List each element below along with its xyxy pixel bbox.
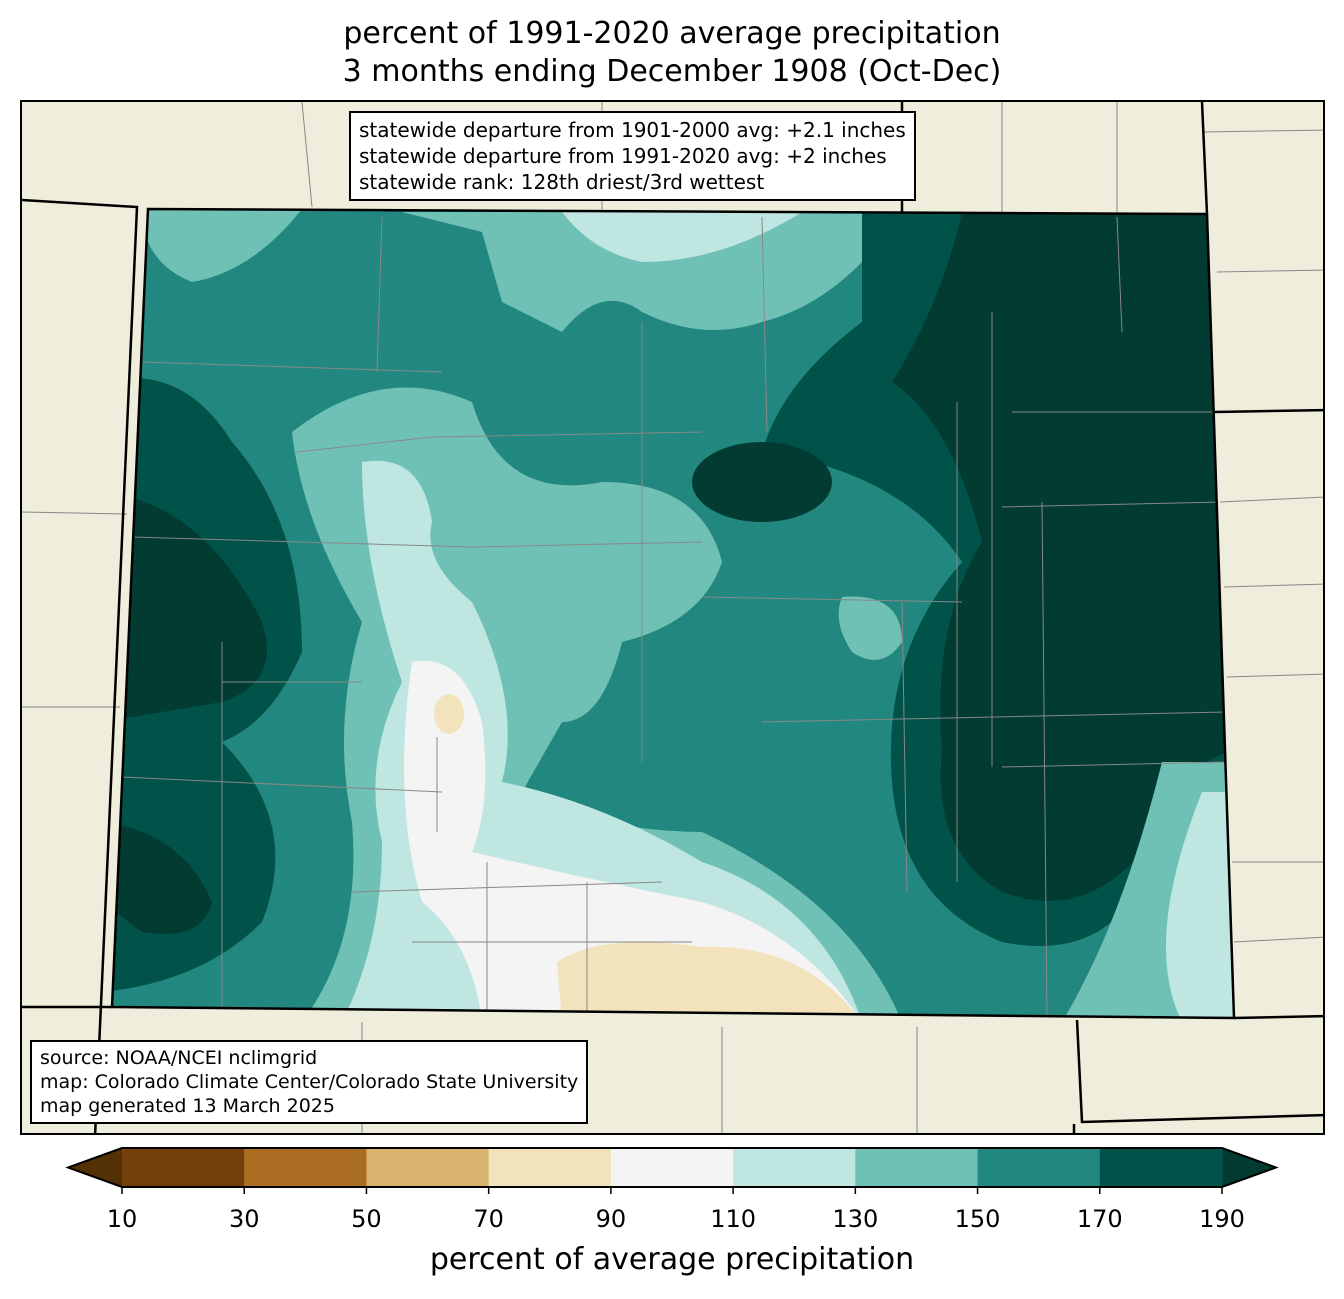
region-130-150: [142, 209, 302, 282]
colorbar-bin: [122, 1148, 245, 1187]
region-110-130: [1166, 792, 1234, 1018]
colorbar-label: percent of average precipitation: [429, 1242, 915, 1277]
colorbar-tick-label: 70: [473, 1205, 504, 1233]
credit-source: source: NOAA/NCEI nclimgrid: [40, 1047, 318, 1069]
colorbar-tick-label: 190: [1199, 1205, 1245, 1233]
stats-box: statewide departure from 1901-2000 avg: …: [349, 111, 916, 201]
region-110-130: [562, 212, 802, 262]
stats-departure-1991: statewide departure from 1991-2020 avg: …: [359, 144, 887, 168]
region-over-190: [892, 212, 1227, 901]
colorbar-tick-label: 170: [1076, 1205, 1123, 1233]
map-panel: [20, 100, 1325, 1135]
colorbar-bin: [366, 1148, 490, 1187]
region-130-150: [402, 212, 902, 332]
precip-map: [22, 102, 1323, 1133]
colorbar-bin: [244, 1148, 367, 1187]
region-90-110: [404, 660, 862, 1018]
credit-map: map: Colorado Climate Center/Colorado St…: [40, 1071, 579, 1093]
colorbar-tick-label: 150: [954, 1205, 1001, 1233]
colorbar-tick-label: 110: [710, 1205, 757, 1233]
state-boundaries: [22, 102, 1323, 1133]
colorbar-bin: [610, 1148, 734, 1187]
colorbar-over-arrow: [1222, 1148, 1276, 1187]
region-over-190: [692, 442, 832, 522]
colorbar-tick-label: 10: [106, 1205, 138, 1233]
colorbar-bin: [733, 1148, 856, 1187]
colorbar-tick-label: 90: [595, 1205, 627, 1233]
colorbar-bin: [977, 1148, 1101, 1187]
map-title: percent of 1991-2020 average precipitati…: [343, 16, 1001, 51]
colorbar-tick-label: 130: [832, 1205, 879, 1233]
colorbar-under-arrow: [68, 1148, 122, 1187]
region-130-150: [838, 596, 902, 660]
colorbar-tick-label: 30: [228, 1205, 260, 1233]
stats-departure-1901: statewide departure from 1901-2000 avg: …: [359, 118, 906, 142]
map-subtitle: 3 months ending December 1908 (Oct-Dec): [342, 54, 1002, 89]
county-boundaries: [121, 216, 1228, 1018]
credits-box: source: NOAA/NCEI nclimgrid map: Colorad…: [30, 1040, 589, 1124]
credit-generated: map generated 13 March 2025: [40, 1095, 335, 1117]
colorbar-bin: [488, 1148, 612, 1187]
colorbar-tick-label: 50: [351, 1205, 382, 1233]
colorbar-bin: [1099, 1148, 1223, 1187]
colorbar-bin: [855, 1148, 979, 1187]
stats-rank: statewide rank: 128th driest/3rd wettest: [359, 170, 765, 194]
region-70-90: [434, 694, 464, 734]
precip-contours: [112, 209, 1234, 1018]
colorbar: [65, 1147, 1279, 1194]
region-over-190: [112, 492, 267, 722]
region-70-90: [557, 942, 862, 1018]
region-over-190: [112, 822, 212, 934]
